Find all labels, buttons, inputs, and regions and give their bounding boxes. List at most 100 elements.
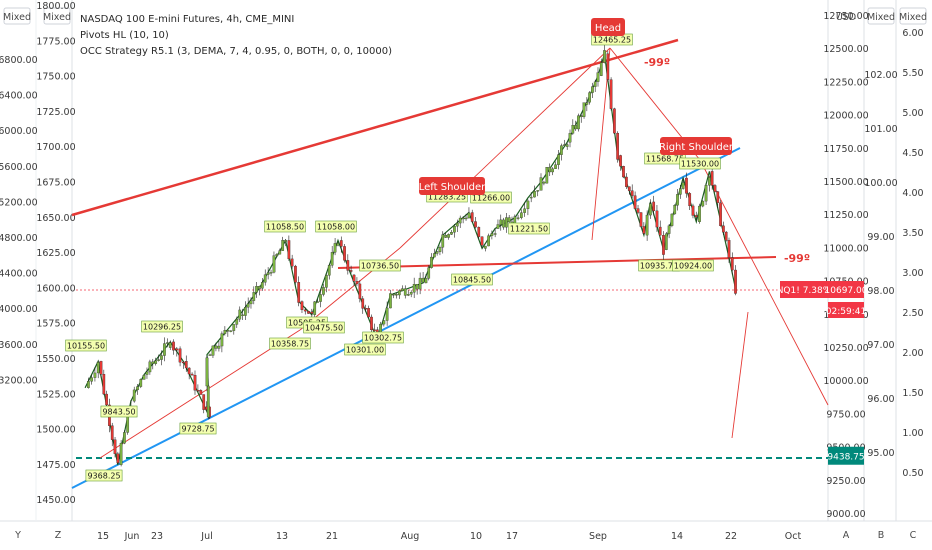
main-axis-currency[interactable]: USD xyxy=(836,12,856,23)
candle-body xyxy=(585,102,589,105)
candle-body xyxy=(613,108,616,134)
candle-body xyxy=(596,72,600,82)
x-axis-tick: Jul xyxy=(200,531,212,542)
candle-body xyxy=(710,171,714,186)
left-axis-1-mode-button[interactable]: Mixed xyxy=(3,7,31,25)
candle-body xyxy=(557,154,560,165)
angle-label: -99º xyxy=(644,56,670,69)
candle-body xyxy=(713,185,717,192)
indicator-occ: OCC Strategy R5.1 (3, DEMA, 7, 4, 0.95, … xyxy=(80,46,392,57)
candle-body xyxy=(639,212,643,227)
left-axis-1-tick: 6800.00 xyxy=(0,55,38,66)
candle-body xyxy=(507,217,511,223)
candle-body xyxy=(346,260,350,271)
candle-body xyxy=(649,203,652,216)
bottom-letter-c[interactable]: C xyxy=(910,530,917,541)
candle-body xyxy=(447,234,450,238)
candle-body xyxy=(565,144,569,147)
candle-body xyxy=(652,201,656,212)
indicator-pivots: Pivots HL (10, 10) xyxy=(80,30,169,41)
pivot-label-box xyxy=(264,220,306,233)
legend: NASDAQ 100 E-mini Futures, 4h, CME_MINI … xyxy=(80,14,392,57)
candle-body xyxy=(499,219,503,225)
candle-body xyxy=(303,309,307,312)
last-price-tag xyxy=(828,281,864,298)
trendline-upper xyxy=(71,38,679,217)
pivot-label: 10935.75 xyxy=(640,262,678,271)
countdown-text: 02:59:41 xyxy=(826,307,866,317)
x-axis-tick: 23 xyxy=(151,531,163,542)
main-axis-tick: 12000.00 xyxy=(823,111,868,122)
candle-body xyxy=(716,191,720,203)
candle-body xyxy=(542,181,546,184)
last-price-text: 10697.00 xyxy=(825,286,868,296)
right-axis-2-tick: 98.00 xyxy=(867,286,894,297)
pivot-label: 10155.50 xyxy=(67,342,105,351)
bottom-letter-z[interactable]: Z xyxy=(55,530,62,541)
left-axis-2-mode-button[interactable]: Mixed xyxy=(43,7,71,25)
candle-body xyxy=(444,234,448,238)
pivot-label-box xyxy=(65,339,107,352)
right-axis-2-mode-button[interactable]: Mixed xyxy=(867,7,895,25)
pivot-label: 9728.75 xyxy=(181,425,214,434)
symbol-change-tag xyxy=(780,281,828,298)
svg-text:Mixed: Mixed xyxy=(3,12,31,23)
candle-body xyxy=(409,292,413,295)
candle-body xyxy=(373,329,376,331)
svg-text:Mixed: Mixed xyxy=(899,12,927,23)
candle-body xyxy=(313,301,317,315)
pivot-label-box xyxy=(672,259,714,272)
candle-body xyxy=(123,432,126,444)
candle-body xyxy=(403,288,407,296)
candle-body xyxy=(394,294,398,296)
main-axis-tick: 11500.00 xyxy=(823,177,868,188)
candle-body xyxy=(223,330,227,334)
bottom-bar: Y Z A B C xyxy=(14,530,917,541)
candle-body xyxy=(616,132,620,160)
candle-body xyxy=(269,272,273,274)
bottom-letter-b[interactable]: B xyxy=(878,530,885,541)
candle-body xyxy=(633,195,637,209)
candle-body xyxy=(330,252,334,266)
candle-body xyxy=(630,190,634,196)
candle-body xyxy=(232,324,236,331)
bottom-letter-y[interactable]: Y xyxy=(14,530,21,541)
candle-body xyxy=(681,182,685,189)
candle-body xyxy=(229,330,233,332)
candle-body xyxy=(502,219,505,228)
candle-body xyxy=(474,221,477,228)
candle-body xyxy=(560,145,563,155)
svg-text:Mixed: Mixed xyxy=(867,12,895,23)
angle-label: -99º xyxy=(784,252,810,265)
candle-body xyxy=(526,200,530,209)
svg-text:USD: USD xyxy=(836,12,856,23)
chart-title: NASDAQ 100 E-mini Futures, 4h, CME_MINI xyxy=(80,14,294,25)
candle-body xyxy=(701,200,705,207)
right-axis-3-mode-button[interactable]: Mixed xyxy=(899,7,927,25)
right-axis-3-tick: 1.00 xyxy=(902,428,923,439)
candle-body xyxy=(119,442,123,466)
pattern-label-box xyxy=(419,177,485,195)
pivot-label-box xyxy=(344,343,386,356)
candle-body xyxy=(577,115,580,130)
symbol-change-text: NQ1! 7.38% xyxy=(777,286,832,296)
x-axis-tick: 21 xyxy=(326,531,338,542)
left-axis-2-tick: 1675.00 xyxy=(36,178,75,189)
candle-body xyxy=(441,234,445,248)
candle-body xyxy=(249,300,253,305)
right-axis-2-tick: 95.00 xyxy=(867,448,894,459)
candle-body xyxy=(636,208,640,213)
candle-body xyxy=(667,225,671,234)
right-axis-2-tick: 102.00 xyxy=(864,70,897,81)
candle-body xyxy=(327,265,331,276)
candle-body xyxy=(704,185,708,202)
main-axis-tick: 12250.00 xyxy=(823,77,868,88)
candle-body xyxy=(619,155,622,167)
bottom-letter-a[interactable]: A xyxy=(843,530,850,541)
candle-body xyxy=(142,375,146,380)
candle-body xyxy=(574,125,577,130)
candle-body xyxy=(571,125,575,134)
pivot-label-box xyxy=(100,405,138,418)
candle-body xyxy=(290,258,294,267)
